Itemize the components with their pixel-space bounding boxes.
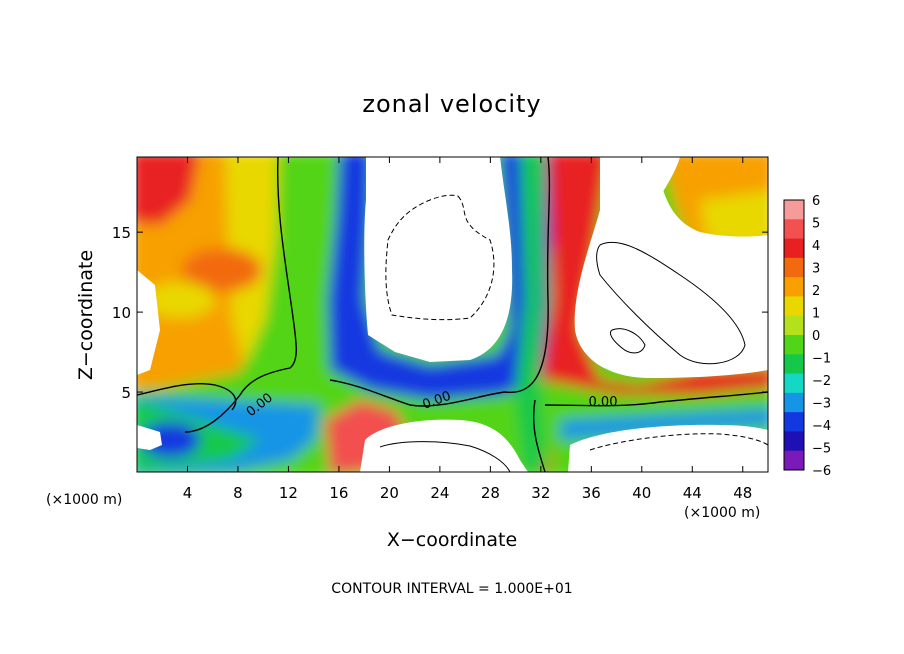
heatmap-blob-yellow bbox=[145, 282, 215, 318]
x-units-note-left: (×1000 m) bbox=[46, 492, 122, 508]
x-axis-ticks: 4 8 12 16 20 24 28 32 36 40 44 48 bbox=[183, 157, 752, 502]
heatmap-green-column bbox=[270, 157, 340, 372]
white-region-lower-center bbox=[360, 419, 528, 472]
white-region-lower-right bbox=[568, 424, 768, 472]
colorbar-swatch-4 bbox=[784, 277, 804, 297]
contour-positive-lower-center bbox=[379, 441, 511, 472]
heatmap-top-left-red bbox=[137, 157, 199, 225]
x-units-note-right: (×1000 m) bbox=[684, 505, 760, 521]
colorbar-label-9: −3 bbox=[812, 397, 831, 412]
colorbar-label-2: 4 bbox=[812, 239, 820, 254]
colorbar-label-6: 0 bbox=[812, 329, 820, 344]
contour-interval-note: CONTOUR INTERVAL = 1.000E+01 bbox=[331, 581, 572, 597]
y-axis-label: Z−coordinate bbox=[75, 250, 97, 380]
heatmap-field: 0.00 0.00 0.00 bbox=[137, 157, 768, 472]
white-region-top-right-notch bbox=[610, 157, 680, 225]
x-axis-label: X−coordinate bbox=[387, 529, 517, 551]
colorbar-label-12: −6 bbox=[812, 464, 831, 479]
colorbar-swatch-13 bbox=[784, 450, 804, 471]
colorbar-swatch-0 bbox=[784, 200, 804, 220]
white-region-upper-center bbox=[364, 157, 513, 362]
y-tick-label-2: 15 bbox=[112, 224, 131, 242]
contour-negative-lower-right bbox=[589, 433, 768, 451]
x-tick-label-7: 32 bbox=[531, 484, 550, 502]
white-region-left-edge bbox=[137, 270, 160, 375]
x-tick-label-5: 24 bbox=[430, 484, 449, 502]
colorbar-swatch-11 bbox=[784, 412, 804, 432]
x-tick-label-1: 8 bbox=[233, 484, 243, 502]
y-axis-ticks: 5 10 15 bbox=[112, 224, 768, 402]
colorbar-label-11: −5 bbox=[812, 442, 831, 457]
plot-frame bbox=[136, 156, 769, 473]
contour-zero-lower-left bbox=[137, 382, 237, 411]
colorbar-swatch-5 bbox=[784, 296, 804, 317]
colorbar-swatch-8 bbox=[784, 354, 804, 375]
x-tick-label-8: 36 bbox=[582, 484, 601, 502]
contour-zero-left bbox=[184, 157, 297, 433]
colorbar-swatch-2 bbox=[784, 238, 804, 259]
colorbar-label-4: 2 bbox=[812, 284, 820, 299]
y-tick-label-1: 10 bbox=[112, 304, 131, 322]
colorbar-swatch-7 bbox=[784, 335, 804, 355]
contour-positive-right-small bbox=[609, 328, 646, 354]
contour-zero-right bbox=[544, 391, 768, 407]
colorbar-label-7: −1 bbox=[812, 352, 831, 367]
x-tick-label-3: 16 bbox=[329, 484, 348, 502]
contour-positive-right bbox=[596, 241, 746, 365]
contour-zero-column-bottom bbox=[532, 399, 546, 472]
heatmap-blob-orange bbox=[182, 248, 262, 292]
colorbar-swatch-9 bbox=[784, 373, 804, 394]
colorbar-label-1: 5 bbox=[812, 217, 820, 232]
colorbar-swatch-12 bbox=[784, 431, 804, 452]
x-tick-label-9: 40 bbox=[632, 484, 651, 502]
contour-zero-center bbox=[329, 157, 551, 407]
heatmap-center-column-green bbox=[515, 157, 545, 472]
colorbar-swatch-1 bbox=[784, 219, 804, 240]
colorbar-label-10: −4 bbox=[812, 419, 831, 434]
white-region-right bbox=[574, 157, 768, 378]
heatmap-right-blue-edge bbox=[560, 408, 768, 440]
colorbar-swatch-10 bbox=[784, 392, 804, 413]
colorbar-label-5: 1 bbox=[812, 307, 820, 322]
colorbar-swatch-3 bbox=[784, 257, 804, 278]
x-tick-label-0: 4 bbox=[183, 484, 193, 502]
y-tick-label-0: 5 bbox=[121, 384, 131, 402]
white-region-bottom-left bbox=[137, 425, 162, 450]
colorbar-label-3: 3 bbox=[812, 262, 820, 277]
chart-title: zonal velocity bbox=[362, 90, 541, 118]
colorbar-label-0: 6 bbox=[812, 194, 820, 209]
x-tick-label-6: 28 bbox=[481, 484, 500, 502]
colorbar: 6 5 4 3 2 1 0 −1 −2 −3 −4 −5 −6 bbox=[783, 194, 831, 479]
colorbar-swatch-6 bbox=[784, 315, 804, 336]
colorbar-label-8: −2 bbox=[812, 374, 831, 389]
x-tick-label-11: 48 bbox=[733, 484, 752, 502]
x-tick-label-4: 20 bbox=[380, 484, 399, 502]
x-tick-label-10: 44 bbox=[683, 484, 702, 502]
x-tick-label-2: 12 bbox=[279, 484, 298, 502]
colorbar-frame bbox=[783, 199, 805, 471]
contour-label-3: 0.00 bbox=[589, 395, 618, 410]
contour-negative-upper bbox=[385, 194, 495, 321]
